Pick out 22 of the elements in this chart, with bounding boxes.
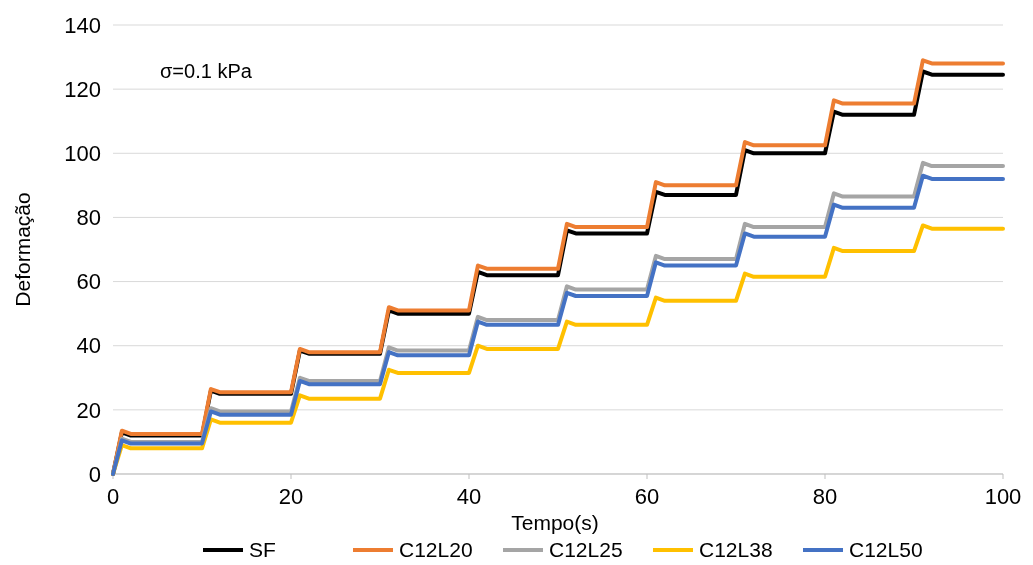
x-tick-label: 20 [278, 484, 304, 509]
y-tick-label: 0 [88, 461, 101, 487]
x-tick-label: 80 [812, 484, 838, 509]
y-tick-label: 20 [76, 397, 101, 423]
y-tick-label: 40 [76, 333, 101, 359]
x-tick-label: 40 [456, 484, 482, 509]
y-tick-label: 140 [64, 12, 101, 38]
y-axis-title: Deformação [11, 192, 34, 307]
legend-label: C12L20 [399, 538, 473, 562]
y-tick-label: 60 [76, 269, 101, 295]
legend-label: C12L25 [549, 538, 623, 562]
y-tick-label: 80 [76, 205, 101, 231]
y-tick-label: 120 [64, 76, 101, 102]
legend-label: C12L50 [849, 538, 923, 562]
x-axis-title: Tempo(s) [511, 511, 599, 534]
x-tick-label: 0 [106, 484, 120, 509]
legend-label: SF [249, 538, 276, 562]
annotation: σ=0.1 kPa [160, 60, 253, 82]
x-tick-label: 100 [984, 484, 1022, 509]
legend-label: C12L38 [699, 538, 773, 562]
x-tick-label: 60 [634, 484, 660, 509]
y-tick-label: 100 [64, 140, 101, 166]
